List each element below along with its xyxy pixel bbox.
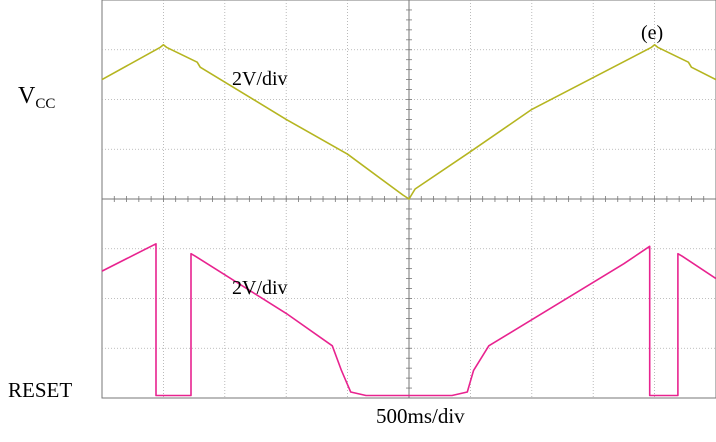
time-scale-label: 500ms/div <box>376 404 465 428</box>
ch2-channel-label: RESET <box>8 378 73 402</box>
reset-trace <box>101 243 716 397</box>
ch1-channel-label-main: V <box>18 83 36 109</box>
ch1-scale-label: 2V/div <box>232 68 288 90</box>
ch2-scale-label: 2V/div <box>232 277 288 299</box>
vcc-trace <box>101 43 716 200</box>
panel-tag: (e) <box>641 22 664 44</box>
ch1-channel-label-sub: CC <box>35 96 56 112</box>
traces <box>101 43 716 397</box>
ch1-channel-label: VCC <box>18 83 55 113</box>
